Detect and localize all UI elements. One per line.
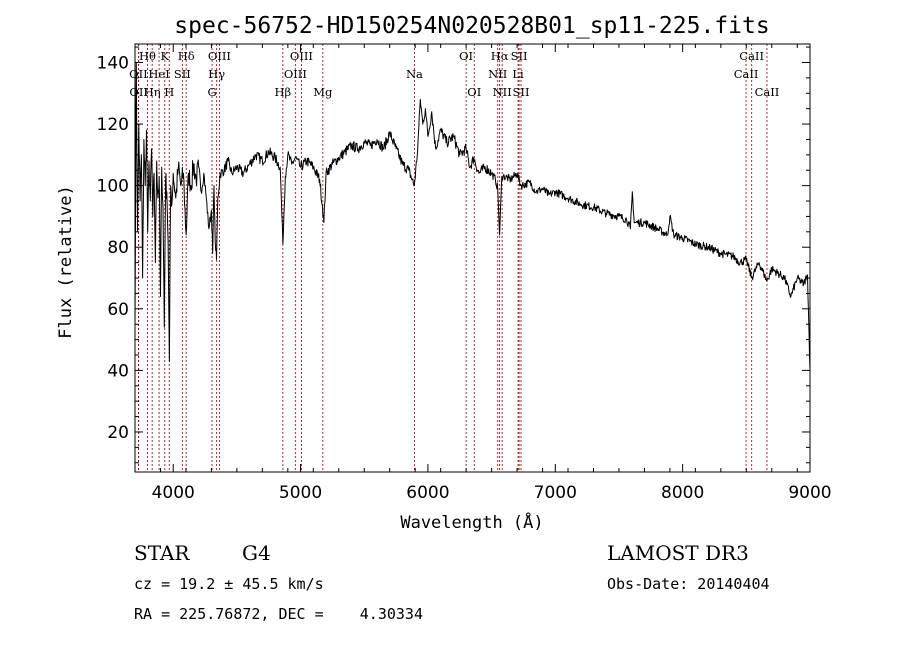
y-tick-label-80: 80 [107,238,129,258]
line-label-4: HeI [148,67,169,81]
y-axis-ticks: 20 40 60 80 100 120 140 [97,46,810,464]
line-label-6: H [164,85,174,99]
line-label-0: OII [129,67,148,81]
x-tick-label-8000: 8000 [661,483,704,503]
line-label-24: SII [513,85,530,99]
y-tick-label-120: 120 [97,115,129,135]
line-label-26: CaII [739,49,764,63]
survey-label: LAMOST DR3 [607,541,749,565]
line-label-27: CaII [755,85,780,99]
line-label-13: OIII [284,67,307,81]
line-label-8: Hδ [178,49,195,63]
y-tick-label-40: 40 [107,361,129,381]
line-label-14: OIII [290,49,313,63]
x-tick-label-4000: 4000 [152,483,195,503]
subclass-label: G4 [242,541,271,565]
spectrum-series-line [134,62,811,371]
x-tick-label-7000: 7000 [534,483,577,503]
line-label-3: Hη [144,85,161,99]
line-label-22: Li [512,67,524,81]
chart-title: spec-56752-HD150254N020528B01_sp11-225.f… [174,13,769,39]
spectral-line-markers [137,44,768,472]
y-tick-label-20: 20 [107,423,129,443]
observation-date-label: Obs-Date: 20140404 [607,575,770,593]
line-label-20: Hα [491,49,509,63]
line-label-7: SII [174,67,191,81]
redshift-velocity-label: cz = 19.2 ± 45.5 km/s [134,575,324,593]
object-class-label: STAR [134,541,190,565]
x-axis-label: Wavelength (Å) [400,511,543,533]
x-tick-label-6000: 6000 [406,483,449,503]
line-label-2: Hθ [139,49,156,63]
x-tick-label-9000: 9000 [788,483,831,503]
plot-frame [134,43,811,473]
x-axis-ticks: 4000 5000 6000 7000 8000 9000 [134,44,832,503]
y-tick-label-140: 140 [97,53,129,73]
line-label-23: SII [511,49,528,63]
line-label-1: OII [129,85,148,99]
line-label-17: OI [459,49,473,63]
line-label-9: G [207,85,216,99]
line-label-16: Na [406,67,423,81]
x-tick-label-5000: 5000 [279,483,322,503]
y-tick-label-60: 60 [107,300,129,320]
line-label-11: OIII [208,49,231,63]
line-label-21: NII [493,85,512,99]
line-label-5: K [161,49,170,63]
y-tick-label-100: 100 [97,177,129,197]
line-label-15: Mg [313,85,333,99]
line-label-25: CaII [734,67,759,81]
line-label-12: Hβ [275,85,292,99]
coordinates-label: RA = 225.76872, DEC = 4.30334 [134,605,423,623]
spectral-line-labels: OIIOIIHθHηHeIKHSIIHδGHγOIIIHβOIIIOIIIMgN… [129,49,779,99]
y-axis-label: Flux (relative) [56,185,76,339]
line-label-18: OI [467,85,481,99]
line-label-10: Hγ [208,67,225,81]
line-label-19: NII [488,67,507,81]
